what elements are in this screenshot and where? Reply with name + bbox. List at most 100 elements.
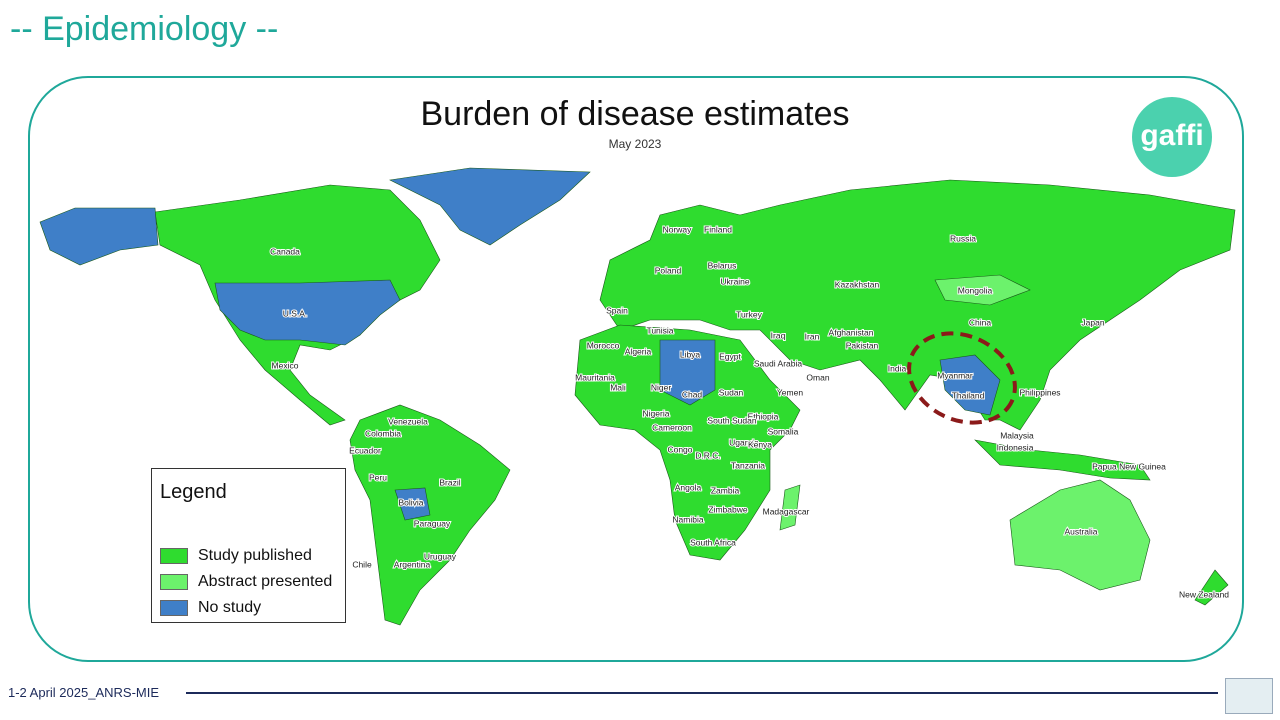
australia bbox=[1009, 479, 1151, 591]
country-label: Algeria bbox=[625, 346, 652, 356]
country-label: Oman bbox=[806, 372, 829, 382]
country-label: Argentina bbox=[394, 559, 431, 569]
africa-blue bbox=[659, 339, 716, 406]
country-label: Chad bbox=[682, 389, 703, 399]
africa bbox=[574, 324, 801, 561]
legend-item: Study published bbox=[160, 547, 312, 565]
country-label: Congo bbox=[667, 444, 692, 454]
country-label: Mexico bbox=[272, 360, 299, 370]
country-label: Russia bbox=[950, 233, 976, 243]
country-label: Thailand bbox=[952, 390, 985, 400]
legend-label: Study published bbox=[198, 547, 312, 564]
map-frame bbox=[28, 76, 1244, 662]
legend-item: Abstract presented bbox=[160, 573, 332, 591]
footer-text: 1-2 April 2025_ANRS-MIE bbox=[8, 685, 160, 700]
country-label: Canada bbox=[270, 246, 300, 256]
legend-label: No study bbox=[198, 599, 262, 616]
country-label: Brazil bbox=[439, 477, 460, 487]
country-label: Spain bbox=[606, 305, 628, 315]
new-zealand bbox=[1194, 569, 1229, 606]
country-label: Sudan bbox=[719, 387, 744, 397]
country-label: Zambia bbox=[711, 485, 740, 495]
usa bbox=[214, 279, 401, 346]
country-label: U.S.A. bbox=[283, 308, 308, 318]
bolivia bbox=[394, 487, 431, 521]
country-label: South Africa bbox=[690, 537, 736, 547]
country-label: Pakistan bbox=[846, 340, 879, 350]
country-label: Cameroon bbox=[652, 422, 692, 432]
southeast-asia-blue bbox=[939, 354, 1001, 416]
country-label: Finland bbox=[704, 224, 732, 234]
country-label: Myanmar bbox=[937, 370, 973, 380]
footer-line bbox=[186, 692, 1218, 694]
country-label: Egypt bbox=[719, 351, 741, 361]
country-label: Yemen bbox=[777, 387, 803, 397]
country-label: Japan bbox=[1081, 317, 1104, 327]
country-label: Libya bbox=[680, 349, 701, 359]
country-label: Zimbabwe bbox=[708, 504, 747, 514]
country-label: Belarus bbox=[708, 260, 737, 270]
country-label: Paraguay bbox=[414, 518, 451, 528]
country-label: Chile bbox=[352, 559, 372, 569]
highlight-circle bbox=[907, 331, 1017, 425]
country-label: Tunisia bbox=[646, 325, 673, 335]
country-label: Turkey bbox=[736, 309, 762, 319]
country-label: India bbox=[888, 363, 907, 373]
europe-asia bbox=[599, 179, 1236, 431]
country-label: Saudi Arabia bbox=[754, 358, 802, 368]
country-label: Ecuador bbox=[349, 445, 381, 455]
country-label: Tanzania bbox=[731, 460, 765, 470]
land bbox=[39, 167, 1236, 626]
country-label: Colombia bbox=[365, 428, 401, 438]
legend: Legend Study published Abstract presente… bbox=[151, 468, 346, 623]
legend-swatch bbox=[160, 548, 188, 564]
indonesia bbox=[974, 439, 1151, 481]
map-title: Burden of disease estimates bbox=[420, 95, 849, 133]
country-label: South Sudan bbox=[707, 415, 756, 425]
country-label: Angola bbox=[675, 482, 702, 492]
country-label: Afghanistan bbox=[829, 327, 874, 337]
country-label: Kazakhstan bbox=[835, 279, 880, 289]
country-label: Uruguay bbox=[424, 551, 457, 561]
logo bbox=[1132, 97, 1212, 177]
legend-swatch bbox=[160, 574, 188, 590]
country-label: Uganda bbox=[729, 437, 759, 447]
mongolia bbox=[934, 274, 1031, 306]
country-label: Bolivia bbox=[398, 497, 423, 507]
country-label: Morocco bbox=[587, 340, 620, 350]
country-label: Kenya bbox=[748, 439, 772, 449]
slide-header: -- Epidemiology -- bbox=[10, 10, 279, 48]
country-label: China bbox=[969, 317, 991, 327]
country-label: Mongolia bbox=[958, 285, 993, 295]
country-label: Iraq bbox=[771, 330, 786, 340]
country-label: Mauritania bbox=[575, 372, 615, 382]
logo-text: gaffi bbox=[1140, 119, 1203, 152]
country-label: Madagascar bbox=[763, 506, 810, 516]
country-label: Iran bbox=[805, 331, 820, 341]
country-label: New Zealand bbox=[1179, 589, 1229, 599]
country-label: Papua New Guinea bbox=[1092, 461, 1166, 471]
legend-swatch bbox=[160, 600, 188, 616]
country-label: D.R.C. bbox=[695, 450, 721, 460]
madagascar bbox=[779, 484, 801, 531]
legend-title: Legend bbox=[160, 481, 227, 503]
legend-label: Abstract presented bbox=[198, 573, 333, 590]
country-labels: Canada U.S.A. Mexico Colombia Venezuela Ecuad… bbox=[269, 223, 1230, 600]
country-label: Namibia bbox=[672, 514, 703, 524]
country-label: Norway bbox=[663, 224, 693, 234]
country-label: Peru bbox=[369, 472, 387, 482]
country-label: Somalia bbox=[768, 426, 799, 436]
country-label: Poland bbox=[655, 265, 682, 275]
country-label: Niger bbox=[651, 382, 671, 392]
country-label: Venezuela bbox=[388, 416, 428, 426]
alaska bbox=[39, 207, 159, 266]
country-label: Ethiopia bbox=[748, 411, 779, 421]
country-label: Indonesia bbox=[997, 442, 1034, 452]
legend-item: No study bbox=[160, 599, 261, 617]
greenland bbox=[389, 167, 591, 246]
country-label: Mali bbox=[610, 382, 626, 392]
country-label: Nigeria bbox=[643, 408, 670, 418]
country-label: Ukraine bbox=[720, 276, 750, 286]
